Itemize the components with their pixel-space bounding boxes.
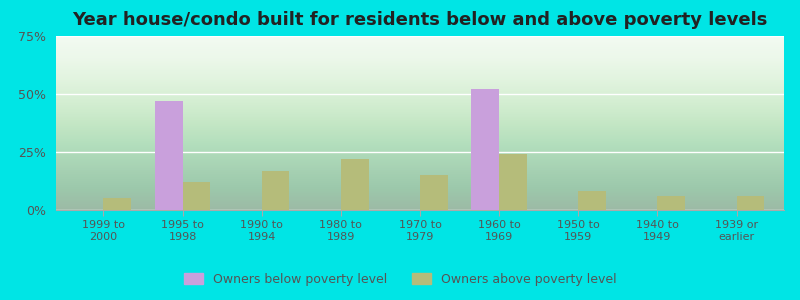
- Bar: [182, 182, 210, 210]
- Bar: [737, 196, 764, 210]
- Bar: [471, 89, 499, 210]
- Bar: [262, 171, 290, 210]
- Bar: [103, 198, 131, 210]
- Legend: Owners below poverty level, Owners above poverty level: Owners below poverty level, Owners above…: [179, 268, 621, 291]
- Bar: [155, 101, 182, 210]
- Bar: [499, 154, 527, 210]
- Bar: [658, 196, 685, 210]
- Bar: [578, 191, 606, 210]
- Bar: [341, 159, 369, 210]
- Bar: [420, 175, 448, 210]
- Title: Year house/condo built for residents below and above poverty levels: Year house/condo built for residents bel…: [72, 11, 768, 29]
